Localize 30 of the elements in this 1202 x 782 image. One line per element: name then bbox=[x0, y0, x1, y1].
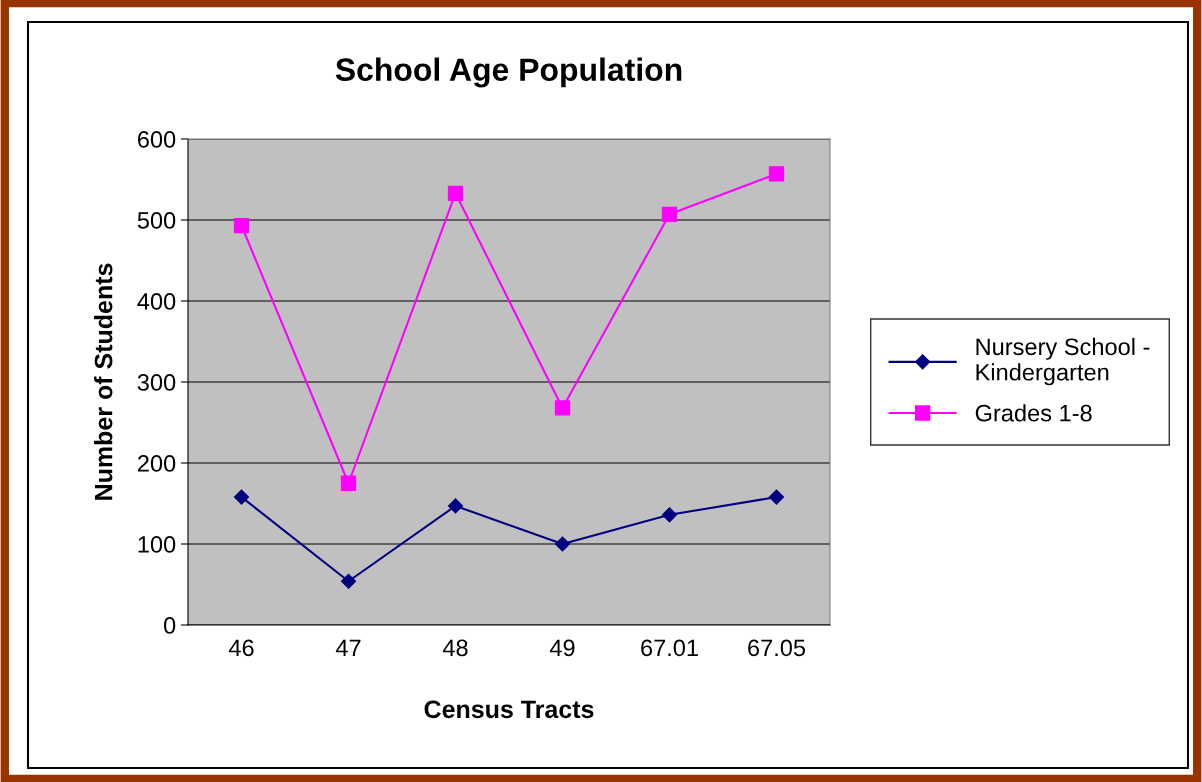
legend-label: Grades 1-8 bbox=[975, 404, 1092, 422]
y-tick-label: 100 bbox=[138, 536, 176, 553]
y-tick-label: 600 bbox=[138, 131, 176, 148]
x-tick-label: 49 bbox=[549, 639, 575, 657]
point bbox=[768, 166, 785, 182]
point bbox=[340, 573, 357, 589]
point bbox=[661, 507, 678, 523]
y-tick-label: 500 bbox=[137, 212, 176, 229]
x-tick-label: 46 bbox=[228, 639, 254, 657]
x-tick-label: 48 bbox=[442, 639, 468, 657]
point bbox=[447, 185, 464, 201]
point bbox=[340, 475, 357, 491]
legend-label: Nursery School - Kindergarten bbox=[976, 337, 1150, 386]
x-tick-label: 67.05 bbox=[748, 639, 806, 657]
y-tick-label: 0 bbox=[163, 617, 176, 634]
point bbox=[661, 206, 678, 222]
y-tick-label: 400 bbox=[137, 293, 176, 310]
point bbox=[768, 489, 785, 505]
point bbox=[233, 218, 250, 234]
y-tick-label: 300 bbox=[137, 374, 176, 391]
x-axis-title: Census Tracts bbox=[424, 700, 594, 719]
chart-title: School Age Population bbox=[335, 57, 682, 88]
point bbox=[233, 489, 250, 505]
y-tick-label: 200 bbox=[137, 455, 176, 472]
x-tick-label: 47 bbox=[335, 639, 361, 656]
x-tick-label: 67.01 bbox=[641, 639, 698, 657]
y-axis-title: Number of Students bbox=[94, 263, 113, 500]
point bbox=[554, 400, 571, 416]
point bbox=[554, 536, 571, 552]
point bbox=[447, 498, 464, 514]
